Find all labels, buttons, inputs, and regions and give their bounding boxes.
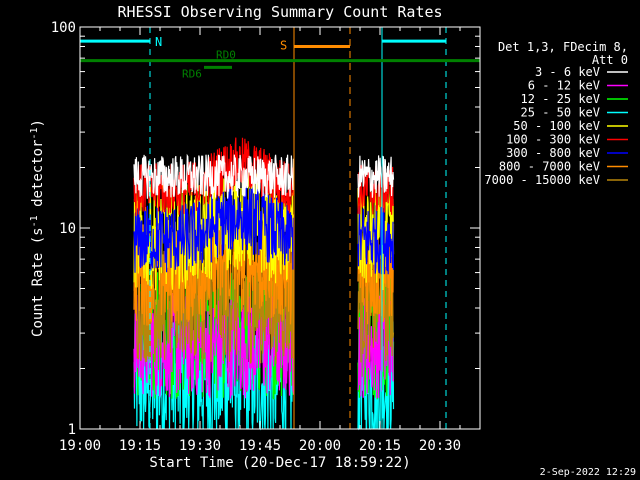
x-tick-label: 19:00 [59,438,101,454]
x-tick-label: 20:15 [359,438,401,454]
saa-label: S [280,38,287,52]
y-tick-label: 100 [51,20,76,36]
x-tick-label: 19:45 [239,438,281,454]
x-tick-label: 20:00 [299,438,341,454]
legend-label: 7000 - 15000 keV [484,173,600,187]
legend-label: 50 - 100 keV [513,119,600,133]
legend-label: 6 - 12 keV [528,79,600,93]
legend-label: 100 - 300 keV [506,133,600,147]
legend-label: 3 - 6 keV [535,65,600,79]
x-tick-label: 19:30 [179,438,221,454]
series-line [357,155,395,198]
y-tick-label: 10 [59,221,76,237]
legend-label: 800 - 7000 keV [499,160,600,174]
legend-label: 12 - 25 keV [521,92,600,106]
axis-layer: 19:00 19:15 19:30 19:45 20:00 20:15 20:30 1 10 10… [51,20,481,454]
legend-header: Det 1,3, FDecim 8, [498,40,628,54]
y-axis-label-part: Count Rate (s [30,227,46,337]
footer-timestamp: 2-Sep-2022 12:29 [540,467,636,478]
chart-title: RHESSI Observing Summary Count Rates [117,3,442,21]
y-axis-label-part: -1 [29,127,40,139]
series-line [133,153,295,199]
rd0-label: RD0 [216,49,236,62]
series-line [133,292,295,399]
x-axis-label: Start Time (20-Dec-17 18:59:22) [149,455,410,471]
series-line [357,205,395,275]
x-tick-label: 20:30 [419,438,461,454]
legend-label: 25 - 50 keV [521,106,600,120]
series-line [133,183,295,273]
series-line [357,231,395,363]
y-axis-label-part: ) [30,119,46,127]
legend-header: Att 0 [592,53,628,67]
y-tick-label: 1 [68,422,76,438]
data-layer [133,137,395,431]
x-tick-label: 19:15 [119,438,161,454]
y-axis-label-part: -1 [29,215,40,227]
annotation-layer: N S RD0 RD6 [79,27,480,429]
y-axis-label: Count Rate (s-1 detector-1) [29,119,46,337]
y-axis-label-part: detector [30,140,46,216]
series-line [133,137,295,217]
rd6-label: RD6 [182,67,202,80]
legend-label: 300 - 800 keV [506,146,600,160]
night-label: N [155,35,162,49]
